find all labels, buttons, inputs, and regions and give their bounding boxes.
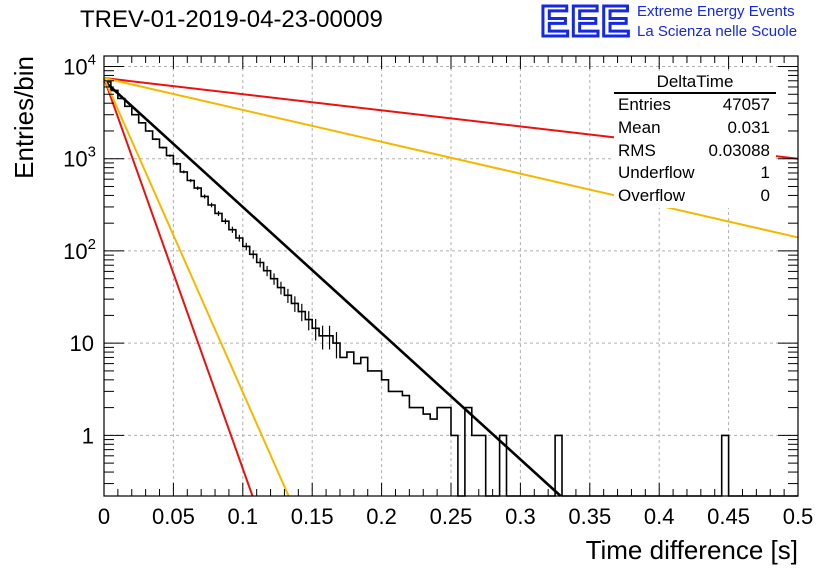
x-tick-label: 0.25 bbox=[430, 504, 473, 529]
y-tick-label: 102 bbox=[63, 236, 96, 264]
x-tick-label: 0 bbox=[98, 504, 110, 529]
stats-row-rms: RMS 0.03088 bbox=[614, 140, 776, 163]
y-axis-label: Entries/bin bbox=[9, 56, 39, 179]
stats-label: Mean bbox=[618, 117, 661, 137]
stats-row-mean: Mean 0.031 bbox=[614, 117, 776, 140]
stats-value: 0.031 bbox=[727, 117, 770, 137]
stats-value: 0.03088 bbox=[708, 140, 770, 160]
fit-line bbox=[103, 77, 799, 239]
stats-row-overflow: Overflow 0 bbox=[614, 185, 776, 208]
chart-title: TREV-01-2019-04-23-00009 bbox=[80, 6, 383, 33]
y-tick-label: 104 bbox=[63, 52, 96, 80]
x-tick-label: 0.05 bbox=[152, 504, 195, 529]
y-tick-label: 103 bbox=[63, 144, 96, 172]
stats-row-entries: Entries 47057 bbox=[614, 94, 776, 117]
stats-label: Entries bbox=[618, 95, 671, 114]
stats-value: 0 bbox=[760, 186, 770, 206]
stats-label: Underflow bbox=[618, 163, 695, 183]
y-tick-label: 1 bbox=[82, 423, 94, 448]
stats-label: RMS bbox=[618, 140, 656, 160]
x-tick-label: 0.1 bbox=[228, 504, 259, 529]
stats-value: 1 bbox=[760, 163, 770, 183]
fit-line bbox=[103, 77, 254, 497]
x-tick-label: 0.4 bbox=[644, 504, 675, 529]
fit-line bbox=[103, 79, 562, 497]
stats-row-underflow: Underflow 1 bbox=[614, 162, 776, 185]
stats-title: DeltaTime bbox=[614, 72, 776, 94]
stats-value: 47057 bbox=[722, 95, 770, 114]
logo-line-1: Extreme Energy Events bbox=[637, 3, 795, 20]
fit-line bbox=[103, 77, 290, 497]
x-tick-label: 0.2 bbox=[366, 504, 397, 529]
x-tick-label: 0.35 bbox=[568, 504, 611, 529]
x-tick-label: 0.45 bbox=[707, 504, 750, 529]
stats-label: Overflow bbox=[618, 186, 686, 206]
eee-logo-mark: EEE bbox=[538, 0, 632, 46]
y-tick-label: 10 bbox=[70, 331, 94, 356]
x-tick-label: 0.5 bbox=[783, 504, 814, 529]
x-tick-label: 0.3 bbox=[505, 504, 536, 529]
x-tick-label: 0.15 bbox=[291, 504, 334, 529]
logo-line-2: La Scienza nelle Scuole bbox=[637, 23, 798, 40]
stats-box: DeltaTime Entries 47057 Mean 0.031 RMS 0.03… bbox=[614, 72, 776, 208]
x-axis-label: Time difference [s] bbox=[586, 535, 798, 565]
